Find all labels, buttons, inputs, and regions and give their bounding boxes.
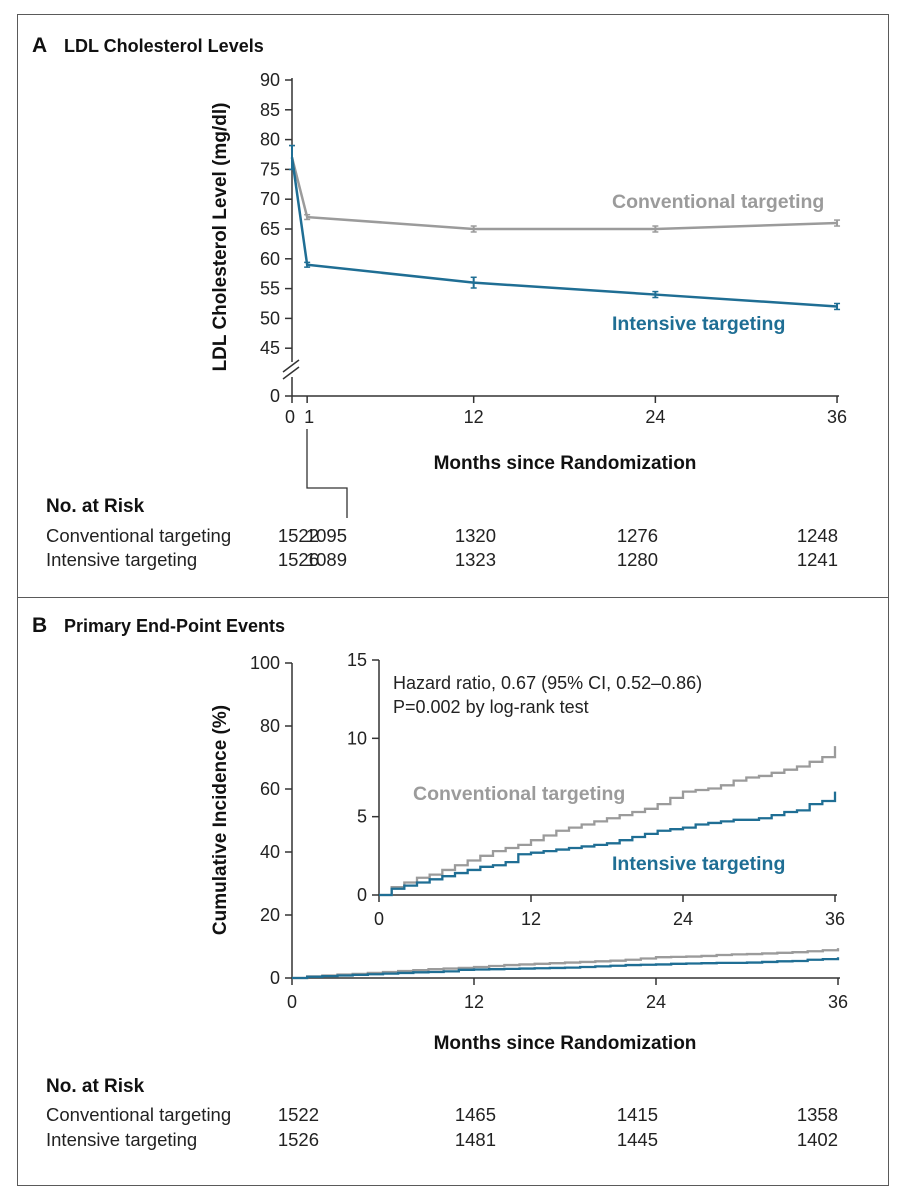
panel-b-y-tick-label: 0 bbox=[270, 968, 280, 988]
inset-p-value: P=0.002 by log-rank test bbox=[393, 697, 589, 717]
panel-b-risk-value: 1522 bbox=[278, 1104, 319, 1125]
panel-a-x-axis-label: Months since Randomization bbox=[434, 453, 697, 474]
inset-y-tick-label: 5 bbox=[357, 807, 367, 827]
panel-a-risk-value: 1522 bbox=[278, 525, 319, 546]
panel-a-axis-break-1 bbox=[282, 359, 300, 373]
inset-x-tick-label: 36 bbox=[825, 909, 845, 929]
inset-series-line-0 bbox=[379, 746, 837, 897]
panel-divider bbox=[17, 597, 889, 598]
panel-a-risk-value: 1280 bbox=[617, 549, 658, 570]
panel-a-risk-row-label: Intensive targeting bbox=[46, 549, 197, 570]
panel-b-risk-value: 1481 bbox=[455, 1129, 496, 1150]
panel-b-risk-value: 1415 bbox=[617, 1104, 658, 1125]
panel-a-risk-row-label: Conventional targeting bbox=[46, 525, 231, 546]
panel-a-risk-value: 1095 bbox=[306, 525, 347, 546]
panel-a-x-tick-label: 24 bbox=[645, 407, 665, 427]
panel-b-series bbox=[292, 948, 840, 980]
panel-a-axis-break-2 bbox=[282, 366, 300, 380]
panel-b-risk-row-label: Conventional targeting bbox=[46, 1104, 231, 1125]
panel-b-x-axis-label: Months since Randomization bbox=[434, 1033, 697, 1054]
panel-b-risk-row-label: Intensive targeting bbox=[46, 1129, 197, 1150]
panel-b-title: Primary End-Point Events bbox=[64, 616, 285, 636]
panel-a-title: LDL Cholesterol Levels bbox=[64, 36, 264, 56]
panel-b-x-tick-label: 36 bbox=[828, 992, 848, 1012]
panel-a-y-tick-label: 90 bbox=[260, 70, 280, 90]
panel-b-y-tick-label: 100 bbox=[250, 653, 280, 673]
panel-a-y-tick-label: 50 bbox=[260, 308, 280, 328]
panel-b-x-tick-label: 0 bbox=[287, 992, 297, 1012]
panel-a-risk-value: 1276 bbox=[617, 525, 658, 546]
panel-b-series-line-1 bbox=[292, 957, 840, 980]
inset-series-line-1 bbox=[379, 791, 837, 897]
inset-series bbox=[379, 746, 837, 897]
panel-a-intensive-label: Intensive targeting bbox=[612, 313, 785, 335]
panel-a-risk-value: 1089 bbox=[306, 549, 347, 570]
panel-b-series-line-0 bbox=[292, 948, 840, 980]
panel-a-risk-header: No. at Risk bbox=[46, 496, 145, 517]
panel-b-y-tick-label: 80 bbox=[260, 716, 280, 736]
panel-a-letter: A bbox=[32, 34, 47, 57]
panel-a-risk-value: 1320 bbox=[455, 525, 496, 546]
panel-b-y-tick-label: 20 bbox=[260, 905, 280, 925]
panel-b-x-tick-label: 12 bbox=[464, 992, 484, 1012]
panel-b-x-tick-label: 24 bbox=[646, 992, 666, 1012]
panel-a-y-tick-label: 55 bbox=[260, 279, 280, 299]
panel-a-y-tick-label: 0 bbox=[270, 386, 280, 406]
panel-a-series bbox=[289, 144, 841, 311]
panel-b-y-tick-label: 40 bbox=[260, 842, 280, 862]
panel-b-letter: B bbox=[32, 614, 47, 637]
inset-axes: 0 5 10 15 0 12 24 36 bbox=[347, 650, 845, 929]
panel-a-risk-connector bbox=[306, 429, 348, 518]
panel-a-series-line-1 bbox=[290, 157, 838, 308]
panel-a-y-tick-label: 70 bbox=[260, 189, 280, 209]
panel-b-y-tick-label: 60 bbox=[260, 779, 280, 799]
panel-b-y-axis-label: Cumulative Incidence (%) bbox=[210, 705, 231, 935]
panel-a-y-tick-label: 85 bbox=[260, 100, 280, 120]
panel-a-x-tick-label: 1 bbox=[304, 407, 314, 427]
inset-y-tick-label: 0 bbox=[357, 885, 367, 905]
inset-x-tick-label: 0 bbox=[374, 909, 384, 929]
panel-a-y-tick-label: 60 bbox=[260, 249, 280, 269]
panel-a-y-axis-label: LDL Cholesterol Level (mg/dl) bbox=[210, 103, 231, 372]
panel-a-x-tick-label: 12 bbox=[464, 407, 484, 427]
panel-b-risk-value: 1465 bbox=[455, 1104, 496, 1125]
panel-b-risk-table: Conventional targeting 1522 1465 1415 1358 In… bbox=[46, 1104, 838, 1150]
inset-intensive-label: Intensive targeting bbox=[612, 853, 785, 875]
figure-frame bbox=[17, 14, 889, 1186]
panel-a-y-tick-label: 65 bbox=[260, 219, 280, 239]
inset-y-tick-label: 10 bbox=[347, 728, 367, 748]
panel-b-risk-value: 1358 bbox=[797, 1104, 838, 1125]
panel-a-risk-value: 1526 bbox=[278, 549, 319, 570]
panel-a-risk-value: 1248 bbox=[797, 525, 838, 546]
panel-a-risk-value: 1323 bbox=[455, 549, 496, 570]
inset-x-tick-label: 24 bbox=[673, 909, 693, 929]
panel-b-risk-header: No. at Risk bbox=[46, 1076, 145, 1097]
panel-a-x-tick-label: 36 bbox=[827, 407, 847, 427]
panel-a-y-tick-label: 80 bbox=[260, 130, 280, 150]
panel-a-conventional-label: Conventional targeting bbox=[612, 191, 824, 213]
inset-x-tick-label: 12 bbox=[521, 909, 541, 929]
panel-a-risk-value: 1241 bbox=[797, 549, 838, 570]
inset-y-tick-label: 15 bbox=[347, 650, 367, 670]
panel-b-risk-value: 1445 bbox=[617, 1129, 658, 1150]
inset-conventional-label: Conventional targeting bbox=[413, 783, 625, 805]
panel-a-y-tick-label: 45 bbox=[260, 338, 280, 358]
panel-a-y-tick-label: 75 bbox=[260, 159, 280, 179]
panel-b-risk-value: 1402 bbox=[797, 1129, 838, 1150]
inset-hazard-ratio: Hazard ratio, 0.67 (95% CI, 0.52–0.86) bbox=[393, 673, 702, 693]
panel-a-x-tick-label: 0 bbox=[285, 407, 295, 427]
panel-b-risk-value: 1526 bbox=[278, 1129, 319, 1150]
